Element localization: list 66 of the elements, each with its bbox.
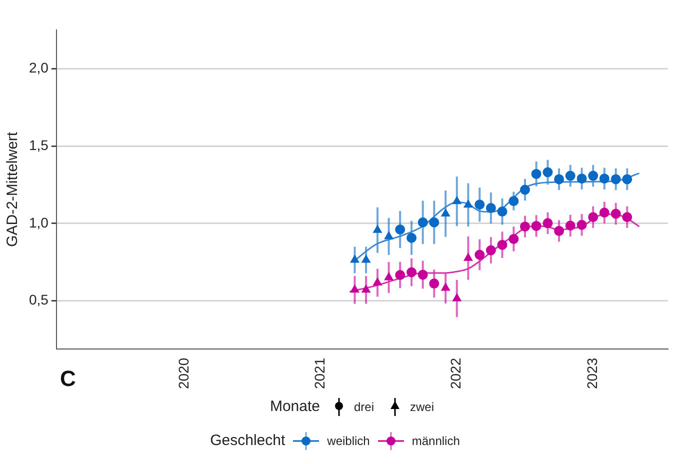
x-tick-label: 2020 (175, 358, 192, 390)
point (350, 255, 360, 263)
point (542, 167, 553, 178)
legend-label: männlich (412, 434, 460, 448)
point (362, 255, 370, 263)
text: drei (354, 400, 374, 414)
y-tick-label: 1,5 (28, 136, 49, 153)
point (576, 220, 587, 230)
point (599, 208, 610, 218)
point (406, 232, 417, 243)
point (610, 208, 621, 219)
point (384, 231, 394, 240)
y-tick-label: 1,0 (28, 214, 49, 230)
point (418, 217, 428, 228)
text: Monate (270, 398, 320, 415)
point (588, 170, 598, 181)
point (474, 250, 485, 260)
point (486, 203, 496, 213)
point (406, 267, 417, 278)
x-tick-label: 2021 (312, 358, 328, 390)
point (497, 240, 508, 250)
point (531, 220, 542, 231)
legend-title: Geschlecht (210, 432, 286, 450)
point (520, 222, 530, 232)
point (452, 196, 462, 204)
point (599, 174, 610, 184)
x-tick-label: 2022 (448, 358, 464, 390)
y-tick-label: 0,5 (28, 292, 49, 308)
point (441, 208, 450, 216)
point (474, 200, 485, 210)
legend-label: weiblich (327, 434, 370, 448)
point (622, 174, 632, 184)
point (384, 272, 394, 280)
point (395, 224, 406, 235)
point (464, 253, 473, 261)
point (362, 284, 370, 293)
point (441, 283, 450, 291)
point (486, 245, 496, 256)
point (554, 174, 564, 184)
point (610, 174, 621, 184)
point (508, 196, 519, 206)
point (565, 170, 576, 181)
point (565, 220, 576, 231)
point (350, 284, 360, 293)
point (554, 226, 564, 236)
point (520, 184, 530, 195)
point (576, 174, 587, 184)
y-tick-label: 2,0 (28, 60, 49, 76)
point (373, 225, 382, 233)
point (497, 206, 508, 217)
point (464, 200, 473, 208)
point (418, 270, 428, 280)
text: zwei (410, 400, 434, 414)
x-tick-label: 2023 (584, 358, 600, 390)
point (508, 234, 519, 244)
point (395, 270, 406, 280)
point (429, 217, 440, 228)
y-axis-title: GAD-2-Mittelwert (4, 131, 22, 247)
point (588, 212, 598, 222)
text: C (60, 366, 76, 392)
point (429, 278, 440, 289)
point (622, 212, 632, 222)
point (542, 218, 553, 228)
point (373, 278, 382, 286)
point (531, 168, 542, 179)
point (452, 294, 462, 302)
